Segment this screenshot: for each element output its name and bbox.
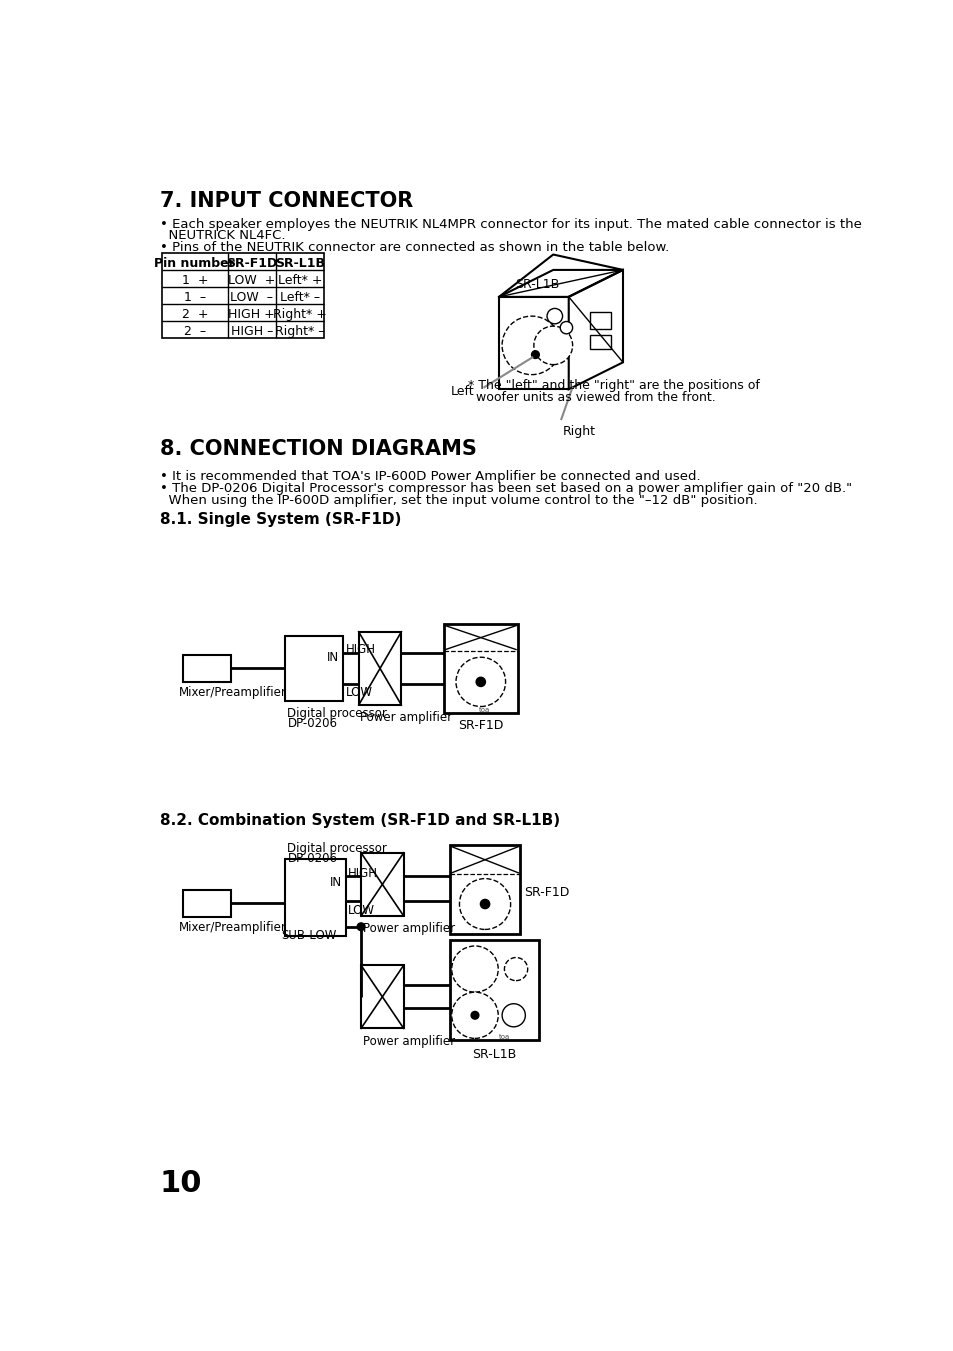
Text: Digital processor: Digital processor <box>287 708 387 720</box>
Text: * The "left" and the "right" are the positions of: * The "left" and the "right" are the pos… <box>468 380 760 392</box>
Text: HIGH: HIGH <box>345 643 375 657</box>
Text: 1  –: 1 – <box>184 290 206 304</box>
Text: When using the IP-600D amplifier, set the input volume control to the "–12 dB" p: When using the IP-600D amplifier, set th… <box>159 494 757 507</box>
Bar <box>285 859 345 936</box>
Text: IN: IN <box>327 651 339 665</box>
Text: 2  +: 2 + <box>181 308 208 320</box>
Text: Right* –: Right* – <box>274 324 324 338</box>
Polygon shape <box>498 270 622 297</box>
Text: Right* +: Right* + <box>273 308 327 320</box>
Polygon shape <box>498 297 568 389</box>
Text: toa: toa <box>478 707 490 712</box>
Text: Left* +: Left* + <box>277 274 322 286</box>
Text: LOW  +: LOW + <box>228 274 275 286</box>
Circle shape <box>480 900 489 909</box>
Circle shape <box>559 322 572 334</box>
Text: 8.1. Single System (SR-F1D): 8.1. Single System (SR-F1D) <box>159 512 400 527</box>
Text: Mixer/Preamplifier: Mixer/Preamplifier <box>179 686 287 698</box>
Bar <box>285 636 343 701</box>
Text: Power amplifier: Power amplifier <box>362 923 455 935</box>
Bar <box>589 335 611 349</box>
Text: SR-L1B: SR-L1B <box>472 1047 517 1061</box>
Text: SR-F1D: SR-F1D <box>457 719 503 732</box>
Text: 1  +: 1 + <box>181 274 208 286</box>
Text: toa: toa <box>498 1034 510 1040</box>
Text: woofer units as viewed from the front.: woofer units as viewed from the front. <box>468 390 715 404</box>
Circle shape <box>471 1012 478 1019</box>
Bar <box>450 940 538 1040</box>
Circle shape <box>356 923 365 931</box>
Circle shape <box>504 958 527 981</box>
Circle shape <box>452 946 497 992</box>
Circle shape <box>546 308 562 324</box>
Text: • Pins of the NEUTRIK connector are connected as shown in the table below.: • Pins of the NEUTRIK connector are conn… <box>159 242 668 254</box>
Polygon shape <box>568 270 622 389</box>
Bar <box>183 655 231 682</box>
Text: SR-L1B: SR-L1B <box>274 257 324 270</box>
Text: HIGH +: HIGH + <box>228 308 274 320</box>
Text: LOW: LOW <box>348 904 375 916</box>
Text: 2  –: 2 – <box>184 324 206 338</box>
Circle shape <box>456 657 505 707</box>
Text: SUB-LOW: SUB-LOW <box>281 929 336 942</box>
Circle shape <box>531 351 538 358</box>
Text: Power amplifier: Power amplifier <box>360 711 452 724</box>
Text: • Each speaker employes the NEUTRIK NL4MPR connector for its input. The mated ca: • Each speaker employes the NEUTRIK NL4M… <box>159 218 861 231</box>
Text: Digital processor: Digital processor <box>287 842 387 855</box>
Bar <box>589 312 611 330</box>
Bar <box>358 632 401 705</box>
Circle shape <box>501 1004 525 1027</box>
Bar <box>360 852 403 916</box>
Text: 7. INPUT CONNECTOR: 7. INPUT CONNECTOR <box>159 192 413 211</box>
Text: HIGH: HIGH <box>348 867 377 880</box>
Text: 8.2. Combination System (SR-F1D and SR-L1B): 8.2. Combination System (SR-F1D and SR-L… <box>159 813 559 828</box>
Text: DP-0206: DP-0206 <box>287 852 337 865</box>
Bar <box>360 965 403 1028</box>
Text: Right: Right <box>562 426 595 439</box>
Circle shape <box>452 992 497 1039</box>
Text: • The DP-0206 Digital Processor's compressor has been set based on a power ampli: • The DP-0206 Digital Processor's compre… <box>159 482 851 496</box>
Text: Pin number: Pin number <box>154 257 235 270</box>
Text: SR-F1D: SR-F1D <box>226 257 277 270</box>
Text: DP-0206: DP-0206 <box>287 717 337 731</box>
Text: NEUTRICK NL4FC.: NEUTRICK NL4FC. <box>159 230 285 242</box>
Bar <box>183 890 231 917</box>
Text: HIGH –: HIGH – <box>231 324 273 338</box>
Text: 8. CONNECTION DIAGRAMS: 8. CONNECTION DIAGRAMS <box>159 439 476 459</box>
Text: • It is recommended that TOA's IP-600D Power Amplifier be connected and used.: • It is recommended that TOA's IP-600D P… <box>159 470 700 484</box>
Text: SR-F1D: SR-F1D <box>523 885 569 898</box>
Bar <box>450 846 519 934</box>
Text: SR-L1B: SR-L1B <box>515 277 559 290</box>
Text: LOW: LOW <box>345 686 373 700</box>
Circle shape <box>534 326 572 365</box>
Text: Power amplifier: Power amplifier <box>362 1035 455 1047</box>
Text: Left* –: Left* – <box>279 290 319 304</box>
Circle shape <box>459 878 510 929</box>
Text: 10: 10 <box>159 1169 202 1198</box>
Bar <box>443 624 517 713</box>
Text: IN: IN <box>329 875 341 889</box>
Text: Left: Left <box>451 385 474 399</box>
Text: Mixer/Preamplifier: Mixer/Preamplifier <box>179 920 287 934</box>
Circle shape <box>501 316 560 374</box>
Bar <box>162 253 323 338</box>
Text: LOW  –: LOW – <box>230 290 273 304</box>
Circle shape <box>476 677 485 686</box>
